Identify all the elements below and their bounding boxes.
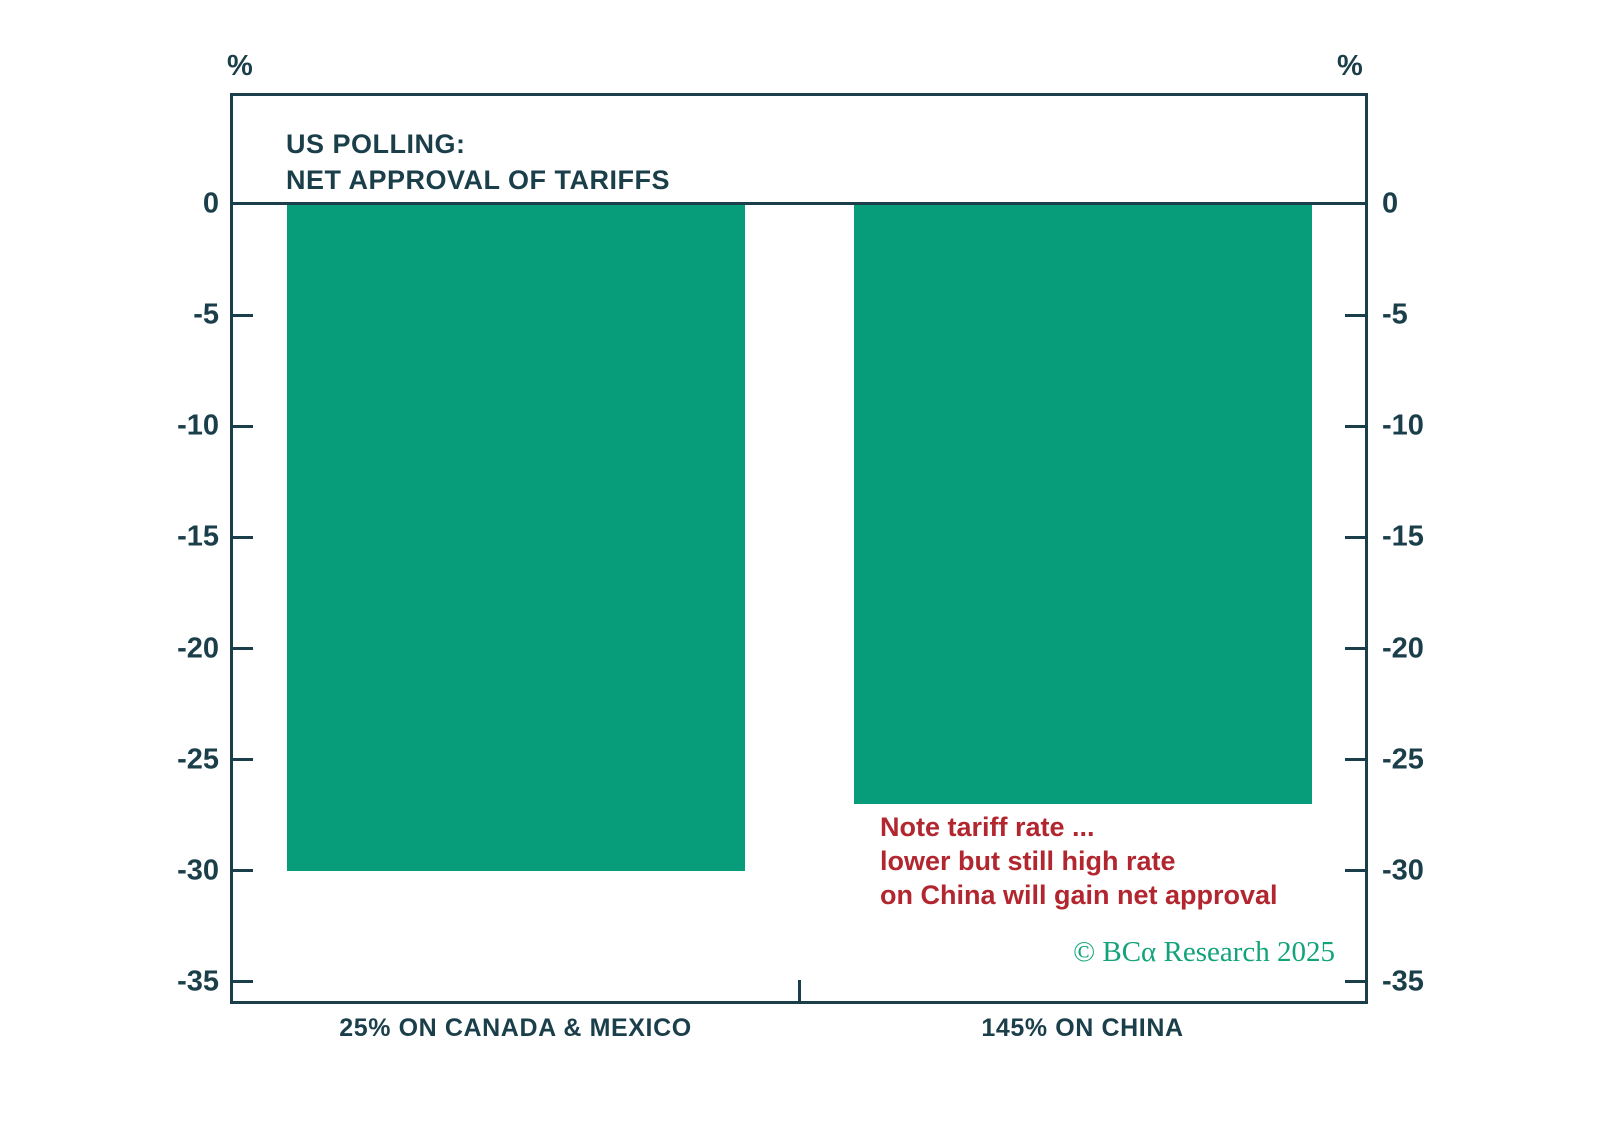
y-tick-right [1345,647,1366,651]
y-tick-label-right: -5 [1382,298,1408,331]
y-axis-unit-left: % [227,50,253,82]
annotation-line-1: Note tariff rate ... [880,812,1095,842]
chart-title-line-1: US POLLING: [286,129,466,159]
y-tick-left [232,313,253,317]
chart-title-line-2: NET APPROVAL OF TARIFFS [286,165,671,195]
y-tick-left [232,980,253,984]
y-tick-label-left: -35 [177,965,219,998]
plot-frame [230,93,1368,1004]
x-category-label-china: 145% ON CHINA [981,1014,1184,1042]
x-category-label-canada-mexico: 25% ON CANADA & MEXICO [339,1014,692,1042]
y-tick-label-right: 0 [1382,187,1399,220]
y-axis-unit-right: % [1337,50,1363,82]
y-tick-right [1345,313,1366,317]
annotation-line-3: on China will gain net approval [880,880,1278,910]
annotation-line-2: lower but still high rate [880,846,1176,876]
y-tick-label-left: -20 [177,632,219,665]
y-tick-left [232,535,253,539]
y-tick-left [232,869,253,873]
y-tick-label-left: -5 [193,298,219,331]
chart-title: US POLLING: NET APPROVAL OF TARIFFS [286,126,670,198]
y-tick-label-right: -20 [1382,632,1424,665]
y-tick-right [1345,869,1366,873]
y-tick-label-right: -10 [1382,409,1424,442]
y-tick-right [1345,535,1366,539]
bar-canada-mexico [286,203,745,871]
y-tick-label-right: -35 [1382,965,1424,998]
y-tick-left [232,647,253,651]
y-tick-left [232,424,253,428]
y-tick-label-left: -25 [177,743,219,776]
y-tick-left [232,758,253,762]
y-tick-right [1345,980,1366,984]
copyright-notice: © BCα Research 2025 [1073,936,1335,968]
y-tick-label-left: -10 [177,409,219,442]
y-tick-label-right: -25 [1382,743,1424,776]
annotation-note: Note tariff rate ... lower but still hig… [880,810,1278,912]
x-divider-tick [797,980,801,1002]
bar-china [853,203,1312,805]
y-tick-right [1345,424,1366,428]
y-tick-label-right: -30 [1382,854,1424,887]
y-tick-label-left: -15 [177,520,219,553]
zero-baseline [232,202,1366,206]
y-tick-label-left: -30 [177,854,219,887]
y-tick-label-left: 0 [202,187,219,220]
y-tick-right [1345,758,1366,762]
y-tick-label-right: -15 [1382,520,1424,553]
